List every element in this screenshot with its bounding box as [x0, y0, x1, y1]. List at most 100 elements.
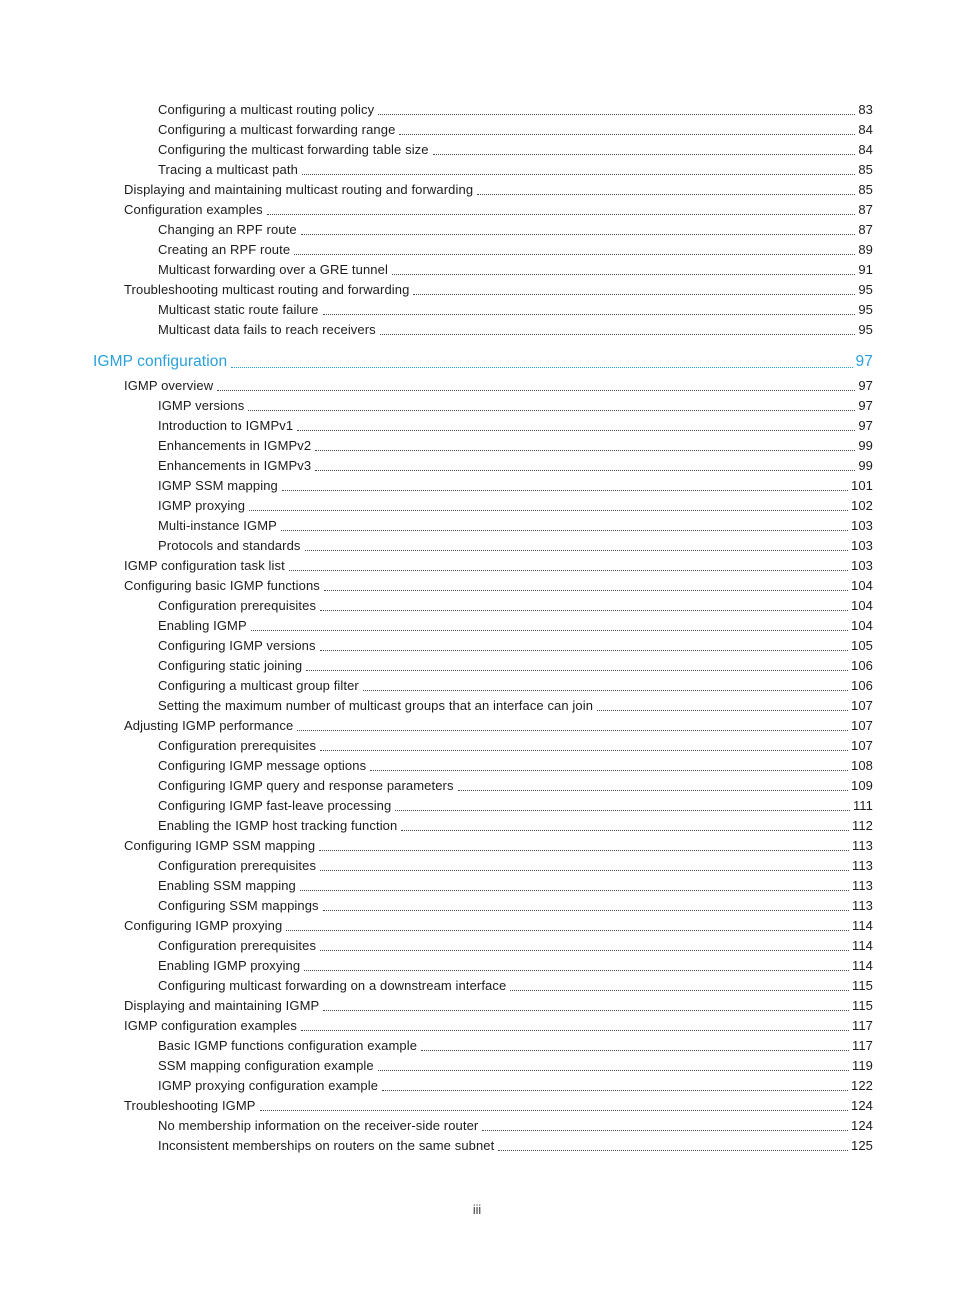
- toc-entry-page-number: 107: [851, 698, 873, 713]
- toc-entry[interactable]: Configuration prerequisites 113: [93, 856, 873, 876]
- toc-entry-page-number: 114: [851, 938, 873, 953]
- toc-entry-page-number: 103: [851, 518, 873, 533]
- toc-entry-page-number: 119: [851, 1058, 873, 1073]
- toc-entry-page-number: 107: [851, 738, 873, 753]
- toc-entry[interactable]: IGMP overview 97: [93, 376, 873, 396]
- toc-entry[interactable]: No membership information on the receive…: [93, 1116, 873, 1136]
- toc-entry[interactable]: Configuring IGMP fast-leave processing 1…: [93, 796, 873, 816]
- toc-entry-page-number: 106: [851, 678, 873, 693]
- toc-entry[interactable]: Setting the maximum number of multicast …: [93, 696, 873, 716]
- toc-entry[interactable]: Configuring a multicast forwarding range…: [93, 120, 873, 140]
- toc-entry-page-number: 109: [851, 778, 873, 793]
- toc-entry[interactable]: Configuring a multicast group filter 106: [93, 676, 873, 696]
- toc-entry[interactable]: IGMP configuration task list 103: [93, 556, 873, 576]
- dotted-leader: [320, 936, 849, 951]
- toc-entry[interactable]: Adjusting IGMP performance 107: [93, 716, 873, 736]
- dotted-leader: [399, 120, 856, 135]
- toc-entry-label: Enabling SSM mapping: [158, 878, 296, 893]
- toc-entry-label: Multicast data fails to reach receivers: [158, 322, 376, 337]
- toc-entry-page-number: 99: [858, 438, 873, 453]
- toc-entry-page-number: 104: [851, 618, 873, 633]
- toc-entry-page-number: 104: [851, 578, 873, 593]
- dotted-leader: [322, 896, 849, 911]
- toc-entry[interactable]: Enhancements in IGMPv2 99: [93, 436, 873, 456]
- toc-entry[interactable]: Troubleshooting IGMP 124: [93, 1096, 873, 1116]
- dotted-leader: [217, 376, 856, 391]
- toc-entry[interactable]: Configuring SSM mappings 113: [93, 896, 873, 916]
- toc-entry[interactable]: Basic IGMP functions configuration examp…: [93, 1036, 873, 1056]
- toc-entry-label: Creating an RPF route: [158, 242, 291, 257]
- dotted-leader: [597, 696, 848, 711]
- toc-entry-label: Displaying and maintaining IGMP: [124, 998, 320, 1013]
- toc-entry-label: IGMP proxying configuration example: [158, 1078, 379, 1093]
- toc-entry[interactable]: Enabling the IGMP host tracking function…: [93, 816, 873, 836]
- toc-entry-label: Inconsistent memberships on routers on t…: [158, 1138, 495, 1153]
- toc-entry[interactable]: Configuring IGMP query and response para…: [93, 776, 873, 796]
- toc-entry[interactable]: Multicast forwarding over a GRE tunnel 9…: [93, 260, 873, 280]
- toc-entry[interactable]: IGMP configuration examples 117: [93, 1016, 873, 1036]
- toc-entry-page-number: 83: [858, 102, 873, 117]
- toc-entry[interactable]: IGMP proxying configuration example 122: [93, 1076, 873, 1096]
- toc-entry[interactable]: Multi-instance IGMP 103: [93, 516, 873, 536]
- toc-entry[interactable]: Creating an RPF route 89: [93, 240, 873, 260]
- toc-entry[interactable]: Enabling IGMP 104: [93, 616, 873, 636]
- toc-entry[interactable]: Configuring IGMP SSM mapping 113: [93, 836, 873, 856]
- toc-entry-page-number: 115: [851, 978, 873, 993]
- toc-entry-label: Setting the maximum number of multicast …: [158, 698, 594, 713]
- toc-entry[interactable]: Protocols and standards 103: [93, 536, 873, 556]
- toc-chapter-entry[interactable]: IGMP configuration 97: [93, 348, 873, 376]
- toc-entry[interactable]: Configuring static joining 106: [93, 656, 873, 676]
- toc-entry[interactable]: Displaying and maintaining multicast rou…: [93, 180, 873, 200]
- toc-entry[interactable]: Enabling SSM mapping 113: [93, 876, 873, 896]
- toc-entry-page-number: 108: [851, 758, 873, 773]
- toc-entry-page-number: 85: [858, 182, 873, 197]
- toc-entry[interactable]: Enabling IGMP proxying 114: [93, 956, 873, 976]
- toc-entry[interactable]: IGMP versions 97: [93, 396, 873, 416]
- toc-entry-page-number: 97: [855, 353, 873, 370]
- toc-entry[interactable]: Configuring IGMP message options 108: [93, 756, 873, 776]
- toc-entry[interactable]: Displaying and maintaining IGMP 115: [93, 996, 873, 1016]
- toc-entry-label: Enabling IGMP proxying: [158, 958, 301, 973]
- toc-entry[interactable]: IGMP SSM mapping 101: [93, 476, 873, 496]
- toc-entry-page-number: 113: [851, 838, 873, 853]
- toc-entry[interactable]: Configuring the multicast forwarding tab…: [93, 140, 873, 160]
- dotted-leader: [421, 1036, 849, 1051]
- toc-entry[interactable]: Configuring IGMP proxying 114: [93, 916, 873, 936]
- toc-entry[interactable]: Troubleshooting multicast routing and fo…: [93, 280, 873, 300]
- dotted-leader: [288, 556, 848, 571]
- toc-entry[interactable]: Multicast static route failure 95: [93, 300, 873, 320]
- toc-entry-page-number: 112: [851, 818, 873, 833]
- toc-entry-label: Configuring static joining: [158, 658, 303, 673]
- toc-entry-label: Configuration prerequisites: [158, 858, 317, 873]
- toc-entry[interactable]: Multicast data fails to reach receivers …: [93, 320, 873, 340]
- dotted-leader: [259, 1096, 848, 1111]
- toc-entry-label: Configuring basic IGMP functions: [124, 578, 320, 593]
- toc-entry[interactable]: IGMP proxying 102: [93, 496, 873, 516]
- toc-entry[interactable]: Configuration prerequisites 104: [93, 596, 873, 616]
- toc-entry-page-number: 104: [851, 598, 873, 613]
- toc-entry[interactable]: Configuring a multicast routing policy 8…: [93, 100, 873, 120]
- toc-entry[interactable]: Enhancements in IGMPv3 99: [93, 456, 873, 476]
- toc-entry[interactable]: Configuration examples 87: [93, 200, 873, 220]
- toc-entry-label: IGMP SSM mapping: [158, 478, 278, 493]
- toc-entry[interactable]: Configuration prerequisites 114: [93, 936, 873, 956]
- page-footer-number: iii: [472, 1203, 482, 1217]
- toc-entry[interactable]: Introduction to IGMPv1 97: [93, 416, 873, 436]
- toc-entry-page-number: 125: [851, 1138, 873, 1153]
- toc-entry-page-number: 113: [851, 858, 873, 873]
- toc-entry[interactable]: Changing an RPF route 87: [93, 220, 873, 240]
- toc-entry[interactable]: Configuring IGMP versions 105: [93, 636, 873, 656]
- dotted-leader: [370, 756, 848, 771]
- dotted-leader: [319, 636, 848, 651]
- toc-entry[interactable]: SSM mapping configuration example 119: [93, 1056, 873, 1076]
- toc-entry[interactable]: Configuration prerequisites 107: [93, 736, 873, 756]
- dotted-leader: [281, 476, 848, 491]
- toc-entry-label: Configuring a multicast forwarding range: [158, 122, 396, 137]
- toc-entry[interactable]: Configuring basic IGMP functions 104: [93, 576, 873, 596]
- toc-entry[interactable]: Tracing a multicast path 85: [93, 160, 873, 180]
- toc-entry-label: Troubleshooting IGMP: [124, 1098, 256, 1113]
- dotted-leader: [482, 1116, 848, 1131]
- toc-entry[interactable]: Inconsistent memberships on routers on t…: [93, 1136, 873, 1156]
- toc-entry[interactable]: Configuring multicast forwarding on a do…: [93, 976, 873, 996]
- toc-entry-label: Tracing a multicast path: [158, 162, 298, 177]
